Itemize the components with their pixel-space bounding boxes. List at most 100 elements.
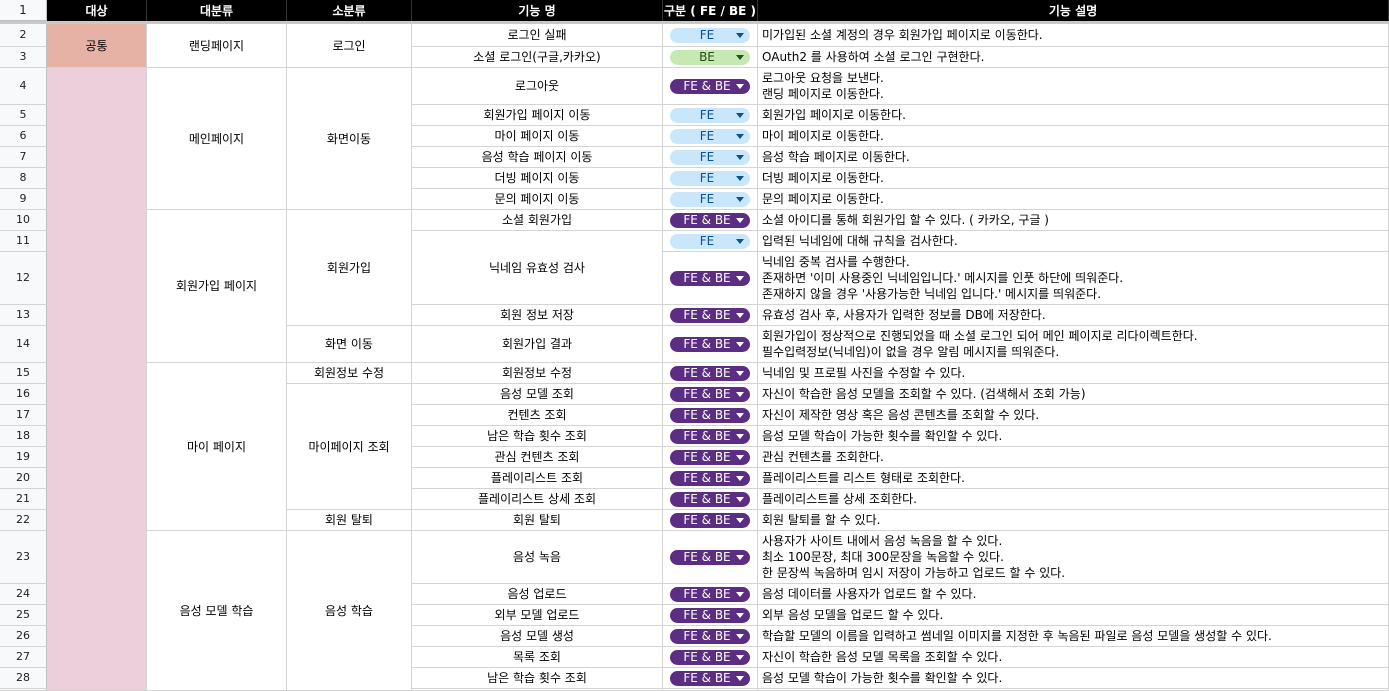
- feature-name-cell[interactable]: 회원가입 결과: [412, 326, 663, 363]
- description-cell[interactable]: 회원 탈퇴를 할 수 있다.: [758, 510, 1389, 531]
- description-cell[interactable]: 더빙 페이지로 이동한다.: [758, 168, 1389, 189]
- description-cell[interactable]: 회원가입 페이지로 이동한다.: [758, 105, 1389, 126]
- dropdown-arrow-icon[interactable]: [736, 496, 744, 502]
- feature-name-cell[interactable]: 문의 페이지 이동: [412, 189, 663, 210]
- type-dropdown-chip[interactable]: FE: [670, 107, 750, 123]
- type-cell[interactable]: FE & BE: [663, 584, 758, 605]
- type-dropdown-chip[interactable]: FE & BE: [670, 586, 750, 602]
- feature-name-cell[interactable]: 음성 모델 생성: [412, 626, 663, 647]
- feature-name-cell[interactable]: 목록 조회: [412, 647, 663, 668]
- dropdown-arrow-icon[interactable]: [736, 275, 744, 281]
- description-cell[interactable]: 음성 학습 페이지로 이동한다.: [758, 147, 1389, 168]
- description-cell[interactable]: 유효성 검사 후, 사용자가 입력한 정보를 DB에 저장한다.: [758, 305, 1389, 326]
- row-header-4[interactable]: 4: [0, 68, 47, 105]
- description-cell[interactable]: 닉네임 중복 검사를 수행한다. 존재하면 '이미 사용중인 닉네임입니다.' …: [758, 252, 1389, 305]
- feature-name-cell[interactable]: 닉네임 유효성 검사: [412, 231, 663, 305]
- type-dropdown-chip[interactable]: FE & BE: [670, 78, 750, 94]
- header-description[interactable]: 기능 설명: [758, 0, 1389, 21]
- dropdown-arrow-icon[interactable]: [736, 391, 744, 397]
- feature-name-cell[interactable]: 음성 녹음: [412, 531, 663, 584]
- dropdown-arrow-icon[interactable]: [736, 154, 744, 160]
- type-cell[interactable]: FE: [663, 24, 758, 47]
- row-header-2[interactable]: 2: [0, 24, 47, 47]
- row-header-19[interactable]: 19: [0, 447, 47, 468]
- row-header-15[interactable]: 15: [0, 363, 47, 384]
- row-header-11[interactable]: 11: [0, 231, 47, 252]
- description-cell[interactable]: 닉네임 및 프로필 사진을 수정할 수 있다.: [758, 363, 1389, 384]
- feature-name-cell[interactable]: 음성 업로드: [412, 584, 663, 605]
- feature-name-cell[interactable]: 음성 모델 조회: [412, 384, 663, 405]
- type-cell[interactable]: FE & BE: [663, 510, 758, 531]
- description-cell[interactable]: 문의 페이지로 이동한다.: [758, 189, 1389, 210]
- type-cell[interactable]: FE & BE: [663, 605, 758, 626]
- row-header-22[interactable]: 22: [0, 510, 47, 531]
- feature-name-cell[interactable]: 회원가입 페이지 이동: [412, 105, 663, 126]
- dropdown-arrow-icon[interactable]: [736, 454, 744, 460]
- description-cell[interactable]: 자신이 제작한 영상 혹은 음성 콘텐츠를 조회할 수 있다.: [758, 405, 1389, 426]
- type-dropdown-chip[interactable]: FE & BE: [670, 470, 750, 486]
- dropdown-arrow-icon[interactable]: [736, 412, 744, 418]
- row-header-12[interactable]: 12: [0, 252, 47, 305]
- type-cell[interactable]: FE & BE: [663, 668, 758, 689]
- feature-name-cell[interactable]: 남은 학습 횟수 조회: [412, 426, 663, 447]
- dropdown-arrow-icon[interactable]: [736, 54, 744, 60]
- type-cell[interactable]: FE & BE: [663, 647, 758, 668]
- feature-name-cell[interactable]: 관심 컨텐츠 조회: [412, 447, 663, 468]
- type-dropdown-chip[interactable]: FE: [670, 27, 750, 43]
- type-cell[interactable]: FE & BE: [663, 405, 758, 426]
- description-cell[interactable]: 입력된 닉네임에 대해 규칙을 검사한다.: [758, 231, 1389, 252]
- row-header-7[interactable]: 7: [0, 147, 47, 168]
- row-header-16[interactable]: 16: [0, 384, 47, 405]
- minor-cell-nav[interactable]: 화면이동: [287, 68, 412, 210]
- type-dropdown-chip[interactable]: FE & BE: [670, 270, 750, 286]
- row-header-6[interactable]: 6: [0, 126, 47, 147]
- type-cell[interactable]: FE: [663, 105, 758, 126]
- type-cell[interactable]: FE: [663, 147, 758, 168]
- row-header-13[interactable]: 13: [0, 305, 47, 326]
- row-header-3[interactable]: 3: [0, 47, 47, 68]
- description-cell[interactable]: 플레이리스트를 상세 조회한다.: [758, 489, 1389, 510]
- header-minor[interactable]: 소분류: [287, 0, 412, 21]
- description-cell[interactable]: 플레이리스트를 리스트 형태로 조회한다.: [758, 468, 1389, 489]
- dropdown-arrow-icon[interactable]: [736, 312, 744, 318]
- feature-name-cell[interactable]: 회원 탈퇴: [412, 510, 663, 531]
- header-feature[interactable]: 기능 명: [412, 0, 663, 21]
- dropdown-arrow-icon[interactable]: [736, 475, 744, 481]
- dropdown-arrow-icon[interactable]: [736, 433, 744, 439]
- row-header-17[interactable]: 17: [0, 405, 47, 426]
- dropdown-arrow-icon[interactable]: [736, 612, 744, 618]
- type-dropdown-chip[interactable]: FE & BE: [670, 307, 750, 323]
- feature-name-cell[interactable]: 소셜 회원가입: [412, 210, 663, 231]
- row-header-20[interactable]: 20: [0, 468, 47, 489]
- row-header-10[interactable]: 10: [0, 210, 47, 231]
- description-cell[interactable]: 사용자가 사이트 내에서 음성 녹음을 할 수 있다. 최소 100문장, 최대…: [758, 531, 1389, 584]
- type-cell[interactable]: FE & BE: [663, 447, 758, 468]
- description-cell[interactable]: 음성 데이터를 사용자가 업로드 할 수 있다.: [758, 584, 1389, 605]
- row-header-8[interactable]: 8: [0, 168, 47, 189]
- major-cell-signup[interactable]: 회원가입 페이지: [147, 210, 287, 363]
- type-dropdown-chip[interactable]: FE & BE: [670, 649, 750, 665]
- description-cell[interactable]: 소셜 아이디를 통해 회원가입 할 수 있다. ( 카카오, 구글 ): [758, 210, 1389, 231]
- row-header-14[interactable]: 14: [0, 326, 47, 363]
- type-cell[interactable]: FE: [663, 168, 758, 189]
- minor-cell-mylookup[interactable]: 마이페이지 조회: [287, 384, 412, 510]
- row-header-24[interactable]: 24: [0, 584, 47, 605]
- feature-name-cell[interactable]: 플레이리스트 상세 조회: [412, 489, 663, 510]
- row-header-5[interactable]: 5: [0, 105, 47, 126]
- major-cell-mypage[interactable]: 마이 페이지: [147, 363, 287, 531]
- type-dropdown-chip[interactable]: FE & BE: [670, 607, 750, 623]
- row-header-23[interactable]: 23: [0, 531, 47, 584]
- dropdown-arrow-icon[interactable]: [736, 554, 744, 560]
- type-cell[interactable]: FE & BE: [663, 384, 758, 405]
- feature-name-cell[interactable]: 마이 페이지 이동: [412, 126, 663, 147]
- major-cell-voice[interactable]: 음성 모델 학습: [147, 531, 287, 691]
- feature-name-cell[interactable]: 회원 정보 저장: [412, 305, 663, 326]
- dropdown-arrow-icon[interactable]: [736, 32, 744, 38]
- dropdown-arrow-icon[interactable]: [736, 83, 744, 89]
- type-dropdown-chip[interactable]: FE & BE: [670, 549, 750, 565]
- type-dropdown-chip[interactable]: FE: [670, 233, 750, 249]
- type-cell[interactable]: FE & BE: [663, 326, 758, 363]
- type-dropdown-chip[interactable]: BE: [670, 49, 750, 65]
- minor-cell-withdraw[interactable]: 회원 탈퇴: [287, 510, 412, 531]
- header-target[interactable]: 대상: [47, 0, 147, 21]
